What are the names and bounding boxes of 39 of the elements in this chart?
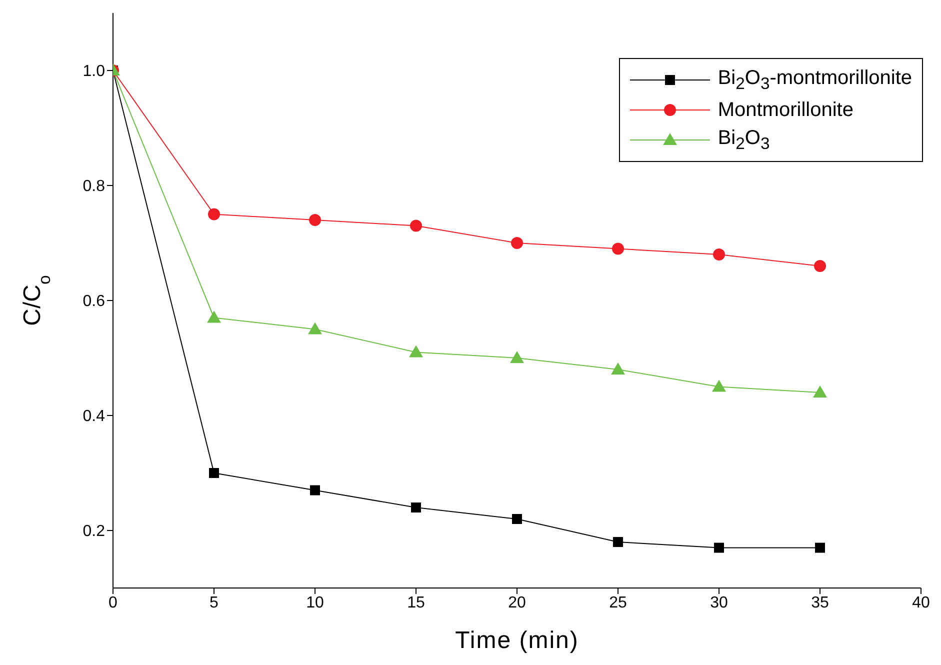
point bbox=[410, 220, 422, 232]
x-tick-label: 0 bbox=[108, 594, 118, 612]
y-tick-label: 0.8 bbox=[82, 178, 106, 196]
x-tick-label: 35 bbox=[811, 594, 829, 612]
point bbox=[308, 322, 322, 334]
point bbox=[512, 514, 522, 524]
x-tick-label: 40 bbox=[912, 594, 930, 612]
legend-label: Bi$_{2}$O$_{3}$ bbox=[718, 126, 770, 154]
x-tick-label: 5 bbox=[210, 594, 219, 612]
legend-label: Montmorillonite bbox=[718, 98, 854, 122]
point bbox=[409, 345, 423, 358]
point bbox=[511, 237, 523, 249]
point bbox=[613, 537, 623, 547]
point bbox=[208, 208, 220, 220]
point bbox=[209, 468, 219, 478]
point bbox=[714, 542, 724, 553]
point bbox=[712, 380, 726, 392]
x-axis-title: Time (min) bbox=[455, 627, 579, 654]
point bbox=[310, 485, 320, 496]
point bbox=[713, 248, 725, 260]
point bbox=[207, 310, 221, 323]
point bbox=[612, 242, 624, 255]
point bbox=[309, 214, 321, 226]
point bbox=[510, 351, 524, 363]
point bbox=[814, 260, 826, 272]
point bbox=[411, 502, 421, 512]
point bbox=[813, 386, 827, 398]
x-tick-label: 30 bbox=[710, 594, 728, 612]
x-tick-label: 10 bbox=[306, 594, 324, 612]
x-tick-label: 25 bbox=[609, 594, 627, 612]
x-tick-label: 20 bbox=[508, 594, 526, 612]
y-tick-label: 0.6 bbox=[82, 293, 106, 310]
point bbox=[611, 362, 625, 374]
y-tick-label: 1.0 bbox=[82, 63, 106, 80]
point bbox=[815, 542, 825, 553]
y-tick-label: 0.2 bbox=[82, 523, 106, 540]
y-tick-label: 0.4 bbox=[82, 408, 106, 426]
legend-label: Bi$_{2}$O$_{3}$-montmorillonite bbox=[718, 66, 912, 94]
x-tick-label: 15 bbox=[407, 594, 425, 612]
